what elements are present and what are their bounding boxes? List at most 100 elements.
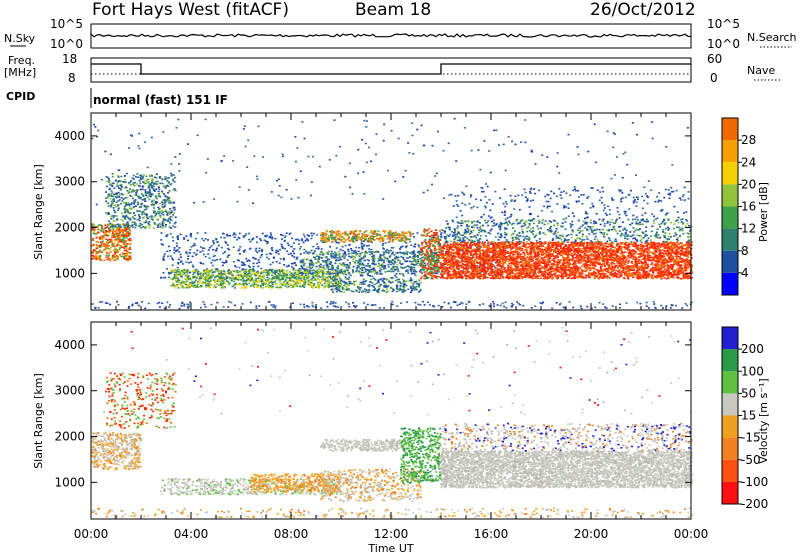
echo-cell	[204, 286, 207, 288]
echo-cell	[409, 277, 412, 279]
echo-cell	[176, 236, 179, 239]
echo-cell	[305, 271, 308, 273]
echo-cell	[112, 195, 115, 198]
echo-cell	[264, 235, 267, 238]
echo-cell	[391, 233, 394, 236]
echo-cell	[685, 248, 688, 250]
echo-cell	[388, 260, 391, 262]
echo-cell	[462, 263, 465, 266]
echo-cell	[97, 246, 100, 248]
echo-cell	[428, 246, 431, 249]
echo-cell	[118, 233, 121, 236]
echo-cell	[113, 214, 115, 217]
echo-cell	[204, 238, 207, 240]
echo-cell	[365, 264, 368, 267]
echo-cell	[100, 227, 103, 229]
echo-cell	[112, 198, 115, 200]
echo-cell	[294, 276, 297, 279]
echo-cell	[248, 270, 250, 272]
echo-cell	[434, 245, 436, 248]
echo-cell	[649, 270, 652, 272]
echo-cell	[427, 264, 430, 267]
echo-cell	[152, 188, 155, 190]
echo-cell	[466, 246, 469, 249]
echo-cell	[336, 283, 339, 286]
echo-cell	[270, 268, 273, 271]
echo-cell	[342, 273, 345, 275]
echo-cell	[128, 207, 131, 210]
echo-cell	[295, 284, 298, 287]
echo-cell	[129, 225, 132, 227]
freq-left-tick-top: 18	[62, 52, 77, 66]
echo-cell	[400, 255, 403, 258]
echo-cell	[292, 269, 295, 271]
echo-cell	[214, 280, 217, 282]
echo-cell	[217, 270, 220, 272]
echo-cell	[196, 232, 199, 234]
echo-cell	[384, 250, 387, 252]
echo-cell	[316, 277, 319, 280]
echo-cell	[169, 183, 172, 186]
echo-cell	[374, 229, 377, 232]
echo-cell	[432, 267, 435, 270]
echo-cell	[429, 251, 432, 253]
echo-cell	[149, 195, 152, 198]
echo-cell	[395, 255, 398, 258]
echo-cell	[172, 258, 174, 261]
echo-cell	[155, 180, 158, 183]
echo-cell	[252, 284, 255, 287]
echo-cell	[328, 235, 330, 237]
echo-cell	[148, 226, 151, 229]
echo-cell	[161, 201, 164, 203]
echo-cell	[223, 262, 226, 264]
echo-cell	[347, 265, 350, 268]
echo-cell	[95, 247, 98, 249]
echo-cell	[100, 251, 103, 253]
echo-cell	[523, 244, 526, 247]
echo-cell	[172, 214, 174, 216]
echo-cell	[344, 269, 347, 271]
echo-cell	[248, 266, 251, 268]
echo-cell	[212, 255, 215, 258]
echo-cell	[118, 196, 121, 198]
echo-cell	[415, 288, 418, 291]
echo-cell	[437, 275, 440, 278]
echo-cell	[151, 219, 154, 221]
echo-cell	[117, 251, 119, 254]
echo-cell	[593, 277, 596, 280]
echo-cell	[293, 281, 296, 283]
echo-cell	[340, 263, 343, 266]
echo-cell	[413, 255, 416, 257]
echo-cell	[336, 278, 339, 281]
echo-cell	[308, 271, 311, 274]
echo-cell	[422, 269, 425, 271]
echo-cell	[348, 244, 351, 246]
echo-cell	[388, 236, 391, 239]
echo-cell	[430, 238, 433, 240]
echo-cell	[139, 217, 141, 219]
echo-cell	[291, 254, 294, 257]
echo-cell	[161, 227, 164, 229]
echo-cell	[428, 268, 431, 271]
echo-cell	[147, 191, 149, 193]
echo-cell	[288, 279, 291, 281]
echo-cell	[563, 247, 566, 250]
echo-cell	[385, 251, 388, 254]
echo-cell	[101, 225, 103, 228]
echo-cell	[442, 264, 445, 266]
echo-cell	[350, 282, 353, 285]
echo-cell	[411, 232, 414, 235]
echo-cell	[455, 264, 458, 267]
echo-cell	[123, 257, 126, 259]
echo-cell	[367, 262, 370, 265]
echo-cell	[303, 235, 306, 238]
echo-cell	[281, 284, 284, 286]
echo-cell	[273, 281, 276, 283]
echo-cell	[325, 276, 327, 279]
echo-cell	[353, 232, 356, 234]
echo-cell	[219, 272, 222, 274]
echo-cell	[231, 274, 234, 277]
echo-cell	[150, 193, 153, 195]
noise-trace	[90, 32, 692, 38]
echo-cell	[130, 180, 133, 182]
